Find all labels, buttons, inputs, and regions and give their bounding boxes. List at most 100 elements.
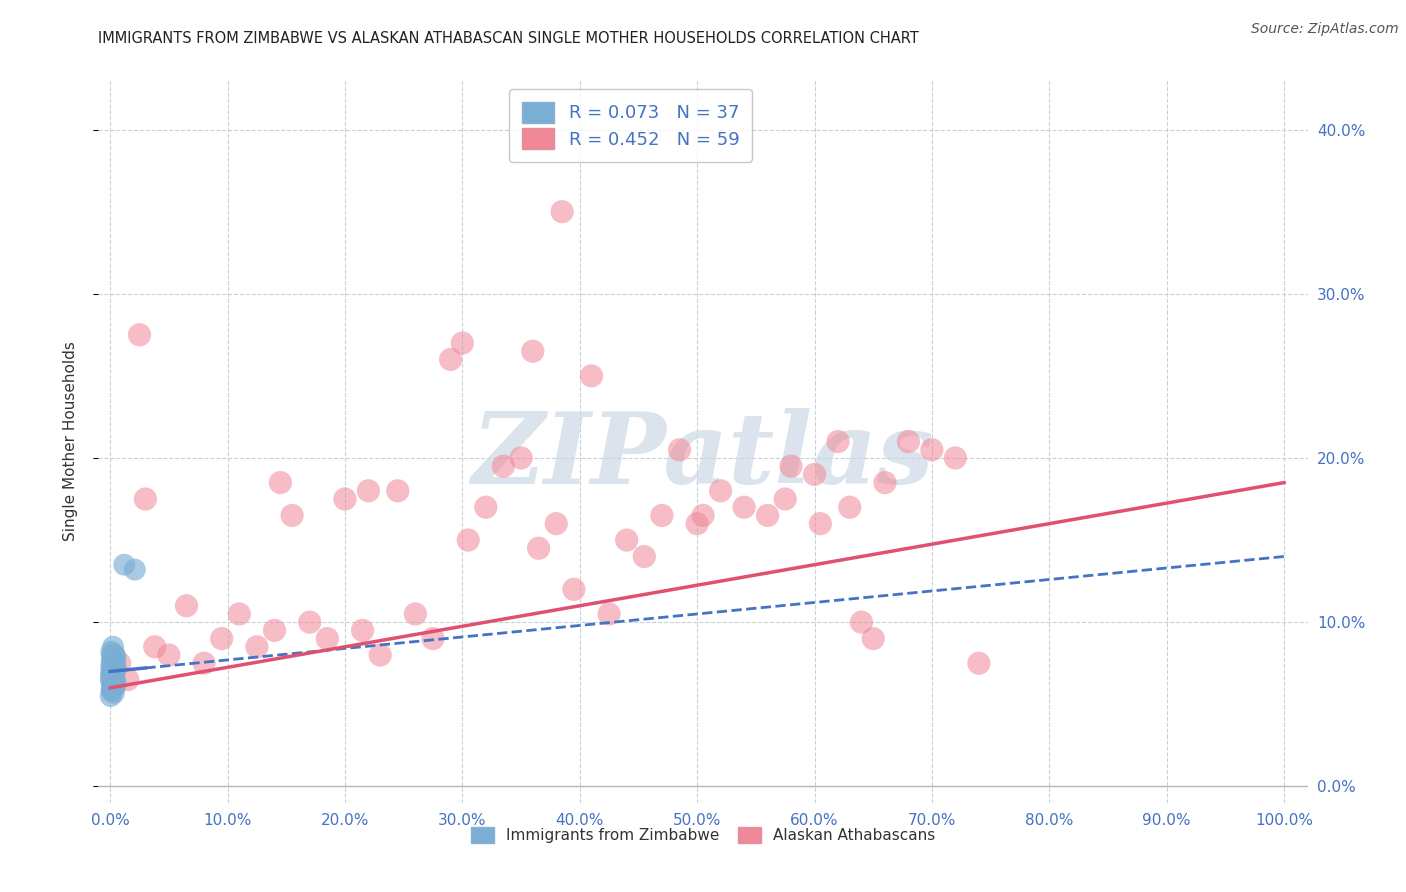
Point (633, 549, 655, 564)
Point (692, 508, 714, 523)
Point (211, 632, 233, 646)
Text: IMMIGRANTS FROM ZIMBABWE VS ALASKAN ATHABASCAN SINGLE MOTHER HOUSEHOLDS CORRELAT: IMMIGRANTS FROM ZIMBABWE VS ALASKAN ATHA… (98, 31, 920, 46)
Point (103, 657, 125, 672)
Point (298, 615, 321, 630)
Point (873, 475, 896, 490)
Point (100, 645, 122, 659)
Point (100, 684, 122, 698)
Point (581, 368, 603, 383)
Point (101, 674, 124, 689)
Point (105, 661, 128, 675)
Point (527, 541, 550, 556)
Point (103, 659, 125, 673)
Point (100, 667, 122, 681)
Point (101, 666, 124, 681)
Point (522, 344, 544, 359)
Point (101, 640, 124, 654)
Point (451, 336, 474, 351)
Point (387, 483, 409, 498)
Point (176, 599, 198, 613)
Point (112, 558, 135, 572)
Point (439, 352, 461, 367)
Point (101, 648, 124, 662)
Point (246, 640, 269, 654)
Point (651, 508, 673, 523)
Point (100, 667, 122, 681)
Point (616, 533, 638, 547)
Point (357, 483, 380, 498)
Point (422, 632, 444, 646)
Point (546, 516, 568, 531)
Point (897, 434, 920, 449)
Point (101, 682, 124, 697)
Point (103, 665, 125, 679)
Point (333, 491, 356, 506)
Point (851, 615, 873, 630)
Point (103, 686, 125, 700)
Point (921, 442, 943, 457)
Point (104, 669, 127, 683)
Point (457, 533, 479, 547)
Point (492, 459, 515, 474)
Point (104, 655, 127, 669)
Point (100, 689, 122, 703)
Point (134, 491, 156, 506)
Point (101, 651, 124, 665)
Point (773, 491, 796, 506)
Point (103, 648, 125, 662)
Point (733, 500, 755, 515)
Point (562, 582, 585, 597)
Point (510, 450, 533, 465)
Point (598, 607, 620, 621)
Point (101, 676, 124, 690)
Text: ZIPatlas: ZIPatlas (472, 408, 934, 504)
Point (101, 681, 124, 695)
Point (838, 500, 860, 515)
Point (117, 673, 139, 687)
Point (143, 640, 166, 654)
Point (100, 661, 122, 675)
Point (157, 648, 180, 662)
Point (780, 459, 803, 474)
Point (368, 648, 391, 662)
Point (404, 607, 426, 621)
Point (967, 657, 990, 671)
Point (104, 649, 127, 664)
Point (945, 450, 967, 465)
Point (808, 516, 831, 531)
Point (101, 653, 124, 667)
Point (100, 673, 122, 687)
Point (686, 516, 709, 531)
Point (269, 475, 291, 490)
Point (756, 508, 779, 523)
Point (104, 676, 127, 690)
Point (281, 508, 304, 523)
Y-axis label: Single Mother Households: Single Mother Households (63, 342, 77, 541)
Point (710, 483, 733, 498)
Point (103, 665, 125, 679)
Point (862, 632, 884, 646)
Point (551, 204, 574, 219)
Point (103, 673, 125, 687)
Point (668, 442, 690, 457)
Point (316, 632, 339, 646)
Point (228, 607, 250, 621)
Point (352, 624, 374, 638)
Point (475, 500, 498, 515)
Point (100, 657, 122, 671)
Point (101, 671, 124, 685)
Point (803, 467, 825, 482)
Point (103, 679, 125, 693)
Point (827, 434, 849, 449)
Legend: Immigrants from Zimbabwe, Alaskan Athabascans: Immigrants from Zimbabwe, Alaskan Athaba… (465, 822, 941, 849)
Point (101, 663, 124, 677)
Text: Source: ZipAtlas.com: Source: ZipAtlas.com (1251, 22, 1399, 37)
Point (108, 657, 131, 671)
Point (124, 563, 146, 577)
Point (128, 327, 150, 342)
Point (101, 674, 124, 689)
Point (193, 657, 215, 671)
Point (263, 624, 285, 638)
Point (103, 677, 125, 691)
Point (104, 679, 127, 693)
